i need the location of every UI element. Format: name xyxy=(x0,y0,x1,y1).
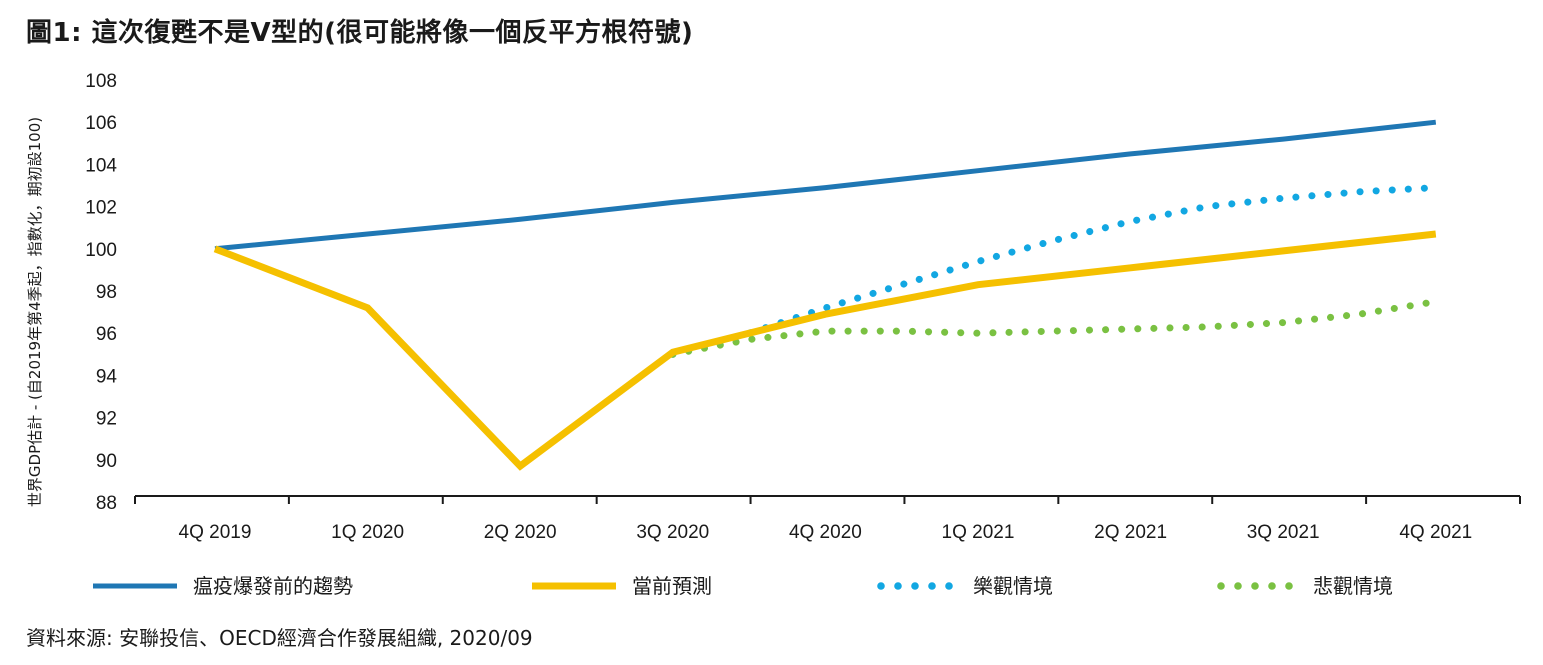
legend-label: 當前預測 xyxy=(632,574,712,598)
chart-title: 圖1: 這次復甦不是V型的(很可能將像一個反平方根符號) xyxy=(26,18,694,48)
series-line-0 xyxy=(214,119,1437,252)
x-tick-label: 4Q 2019 xyxy=(179,522,252,543)
legend-swatch-dot xyxy=(1268,582,1276,590)
series-line-3 xyxy=(669,298,1440,358)
y-tick-label: 88 xyxy=(96,493,117,514)
legend-swatch-dot xyxy=(1234,582,1242,590)
legend-label: 樂觀情境 xyxy=(973,574,1053,598)
y-axis-label-group: 世界GDP估計 - (自2019年第4季起，指數化，期初設100) xyxy=(26,117,44,507)
y-axis-label: 世界GDP估計 - (自2019年第4季起，指數化，期初設100) xyxy=(26,117,44,507)
y-tick-label: 100 xyxy=(85,240,117,261)
legend-swatch-dot xyxy=(877,582,885,590)
x-tick-label: 4Q 2020 xyxy=(789,522,862,543)
series-line-2 xyxy=(669,184,1440,358)
y-tick-label: 104 xyxy=(85,155,117,176)
y-tick-label: 106 xyxy=(85,113,117,134)
y-tick-labels: 88 90 92 94 96 98 100 102 104 106 108 xyxy=(85,71,117,514)
x-tick-label: 4Q 2021 xyxy=(1399,522,1472,543)
source-note: 資料來源: 安聯投信、OECD經濟合作發展組織, 2020/09 xyxy=(26,626,533,650)
x-tick-label: 1Q 2020 xyxy=(331,522,404,543)
x-tick-labels: 4Q 2019 1Q 2020 2Q 2020 3Q 2020 4Q 2020 1Q 20… xyxy=(179,522,1473,543)
legend-swatch-dot xyxy=(928,582,936,590)
y-tick-label: 102 xyxy=(85,198,117,219)
y-tick-label: 108 xyxy=(85,71,117,92)
legend-swatch-dot xyxy=(1217,582,1225,590)
legend-label: 瘟疫爆發前的趨勢 xyxy=(193,574,353,598)
y-tick-label: 98 xyxy=(96,282,117,303)
legend-swatch-dot xyxy=(1251,582,1259,590)
legend-swatch-dot xyxy=(945,582,953,590)
y-tick-label: 96 xyxy=(96,324,117,345)
legend-swatch-dot xyxy=(911,582,919,590)
x-tick-label: 3Q 2021 xyxy=(1247,522,1320,543)
x-tick-label: 3Q 2020 xyxy=(636,522,709,543)
x-tick-label: 1Q 2021 xyxy=(942,522,1015,543)
legend: 瘟疫爆發前的趨勢 當前預測 樂觀情境 悲觀情境 xyxy=(93,574,1393,598)
y-tick-label: 92 xyxy=(96,409,117,430)
legend-swatch-dot xyxy=(1285,582,1293,590)
x-tick-label: 2Q 2020 xyxy=(484,522,557,543)
series-line-1 xyxy=(213,230,1437,471)
y-tick-label: 90 xyxy=(96,451,117,472)
y-tick-label: 94 xyxy=(96,366,118,387)
legend-label: 悲觀情境 xyxy=(1313,574,1393,598)
series-lines xyxy=(213,119,1440,471)
x-tick-label: 2Q 2021 xyxy=(1094,522,1167,543)
legend-swatch-dot xyxy=(894,582,902,590)
x-axis xyxy=(134,495,1521,504)
